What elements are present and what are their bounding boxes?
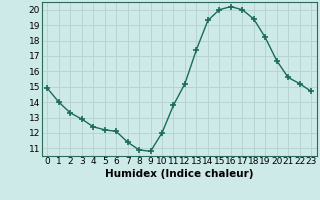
- X-axis label: Humidex (Indice chaleur): Humidex (Indice chaleur): [105, 169, 253, 179]
